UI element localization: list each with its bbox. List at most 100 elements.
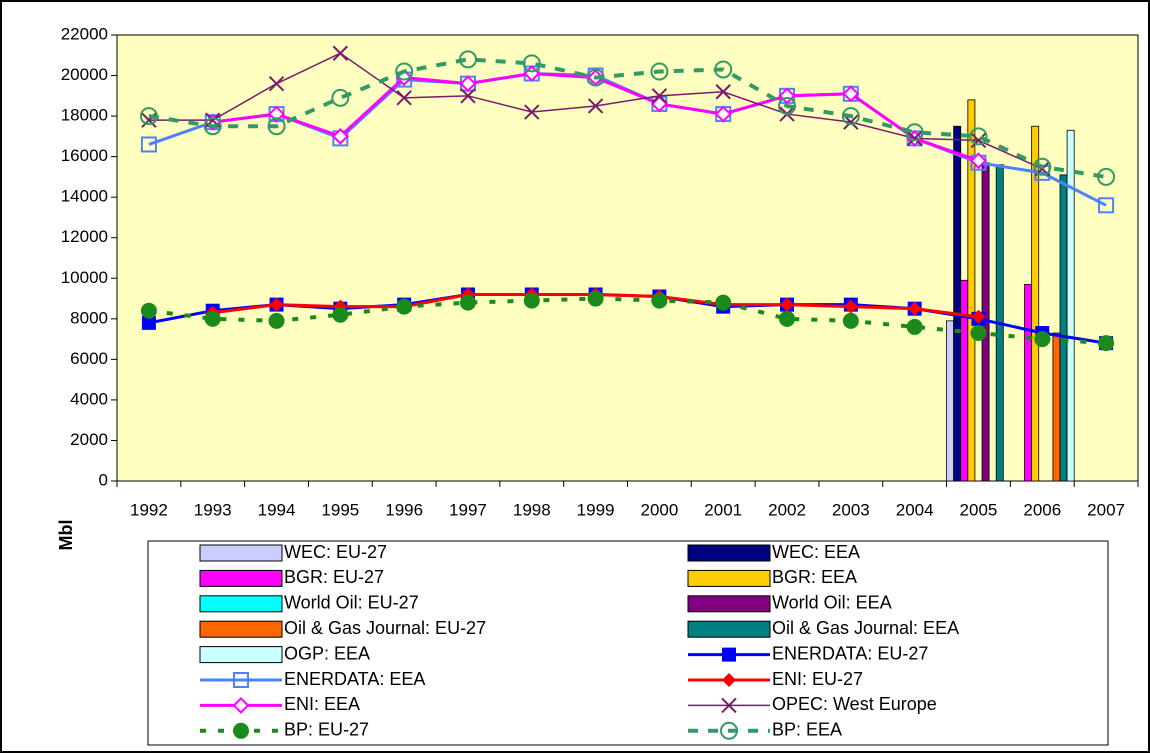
marker bbox=[650, 62, 669, 81]
marker bbox=[715, 294, 732, 311]
legend-label: ENERDATA: EU-27 bbox=[772, 643, 928, 663]
x-tick-label: 1996 bbox=[385, 500, 423, 519]
marker bbox=[232, 696, 250, 714]
marker bbox=[140, 302, 157, 319]
marker bbox=[969, 127, 988, 146]
marker bbox=[586, 68, 605, 87]
marker bbox=[1098, 335, 1115, 352]
legend-label: BGR: EEA bbox=[772, 567, 857, 587]
marker bbox=[267, 117, 286, 136]
marker bbox=[906, 130, 923, 147]
legend-swatch bbox=[687, 595, 771, 613]
marker bbox=[459, 75, 477, 93]
legend-swatch bbox=[199, 569, 283, 587]
x-tick-label: 1993 bbox=[194, 500, 232, 519]
legend-label: BP: EEA bbox=[772, 720, 842, 740]
marker bbox=[523, 292, 540, 309]
line bbox=[148, 57, 1107, 179]
legend-label: WEC: EU-27 bbox=[284, 542, 387, 562]
y-tick-label: 22000 bbox=[61, 24, 108, 43]
marker bbox=[141, 315, 156, 330]
bar bbox=[953, 125, 962, 482]
bar bbox=[946, 320, 955, 482]
legend-label: ENERDATA: EEA bbox=[284, 669, 425, 689]
bar bbox=[1052, 332, 1061, 482]
marker bbox=[233, 722, 249, 739]
marker bbox=[332, 45, 349, 61]
marker bbox=[332, 306, 349, 323]
marker bbox=[460, 88, 476, 104]
marker bbox=[970, 325, 987, 342]
bar bbox=[1031, 125, 1040, 482]
x-tick-label: 2003 bbox=[832, 500, 870, 519]
legend-label: OPEC: West Europe bbox=[772, 694, 937, 714]
marker bbox=[842, 85, 860, 103]
legend-label: Oil & Gas Journal: EU-27 bbox=[284, 618, 486, 638]
marker bbox=[778, 96, 797, 115]
marker bbox=[970, 132, 987, 149]
legend-swatch bbox=[687, 620, 771, 638]
x-tick-label: 2007 bbox=[1087, 500, 1125, 519]
marker bbox=[459, 294, 476, 311]
bar bbox=[1066, 129, 1075, 482]
legend-label: Oil & Gas Journal: EEA bbox=[772, 618, 959, 638]
legend-swatch bbox=[687, 544, 771, 562]
marker bbox=[395, 62, 414, 81]
marker bbox=[1097, 167, 1116, 186]
y-tick-label: 2000 bbox=[70, 430, 108, 449]
x-tick-label: 1994 bbox=[258, 500, 296, 519]
marker bbox=[268, 75, 285, 92]
x-tick-label: 1998 bbox=[513, 500, 551, 519]
x-tick-label: 1992 bbox=[130, 500, 168, 519]
legend-label: BP: EU-27 bbox=[284, 720, 369, 740]
legend: WEC: EU-27 WEC: EEA BGR: EU-27 BGR: EEA Worl… bbox=[147, 540, 1109, 746]
y-tick-label: 14000 bbox=[61, 187, 108, 206]
marker bbox=[587, 290, 604, 307]
legend-swatch bbox=[199, 595, 283, 613]
marker bbox=[651, 88, 668, 104]
marker bbox=[651, 292, 668, 309]
legend-label: World Oil: EU-27 bbox=[284, 593, 419, 613]
marker bbox=[714, 105, 732, 123]
y-tick-label: 16000 bbox=[61, 146, 108, 165]
marker bbox=[522, 54, 541, 73]
marker bbox=[1033, 157, 1052, 176]
y-tick-label: 6000 bbox=[70, 349, 108, 368]
marker bbox=[905, 123, 924, 142]
x-tick-label: 2001 bbox=[704, 500, 742, 519]
marker bbox=[906, 318, 923, 335]
marker bbox=[1098, 197, 1115, 214]
marker bbox=[458, 50, 477, 69]
bar bbox=[1059, 174, 1068, 482]
y-tick-label: 18000 bbox=[61, 106, 108, 125]
x-tick-label: 1995 bbox=[321, 500, 359, 519]
marker bbox=[269, 297, 284, 312]
x-tick-label: 1997 bbox=[449, 500, 487, 519]
marker bbox=[970, 152, 987, 170]
marker bbox=[907, 301, 922, 316]
marker bbox=[722, 673, 736, 687]
x-tick-label: 1999 bbox=[577, 500, 615, 519]
marker bbox=[233, 672, 249, 688]
legend-swatch bbox=[687, 569, 771, 587]
bar bbox=[1024, 283, 1033, 482]
legend-swatch bbox=[199, 646, 283, 664]
marker bbox=[720, 721, 738, 740]
marker bbox=[715, 84, 731, 100]
marker bbox=[139, 107, 158, 126]
marker bbox=[396, 90, 412, 106]
legend-label: OGP: EEA bbox=[284, 643, 370, 663]
marker bbox=[843, 299, 858, 314]
marker bbox=[587, 98, 604, 114]
marker bbox=[524, 104, 540, 120]
marker bbox=[396, 298, 413, 315]
legend-label: WEC: EEA bbox=[772, 542, 860, 562]
y-tick-label: 8000 bbox=[70, 308, 108, 327]
y-tick-label: 10000 bbox=[61, 268, 108, 287]
marker bbox=[971, 309, 986, 324]
legend-box bbox=[147, 540, 1109, 746]
legend-label: ENI: EU-27 bbox=[772, 669, 863, 689]
legend-label: BGR: EU-27 bbox=[284, 567, 384, 587]
marker bbox=[714, 60, 733, 79]
